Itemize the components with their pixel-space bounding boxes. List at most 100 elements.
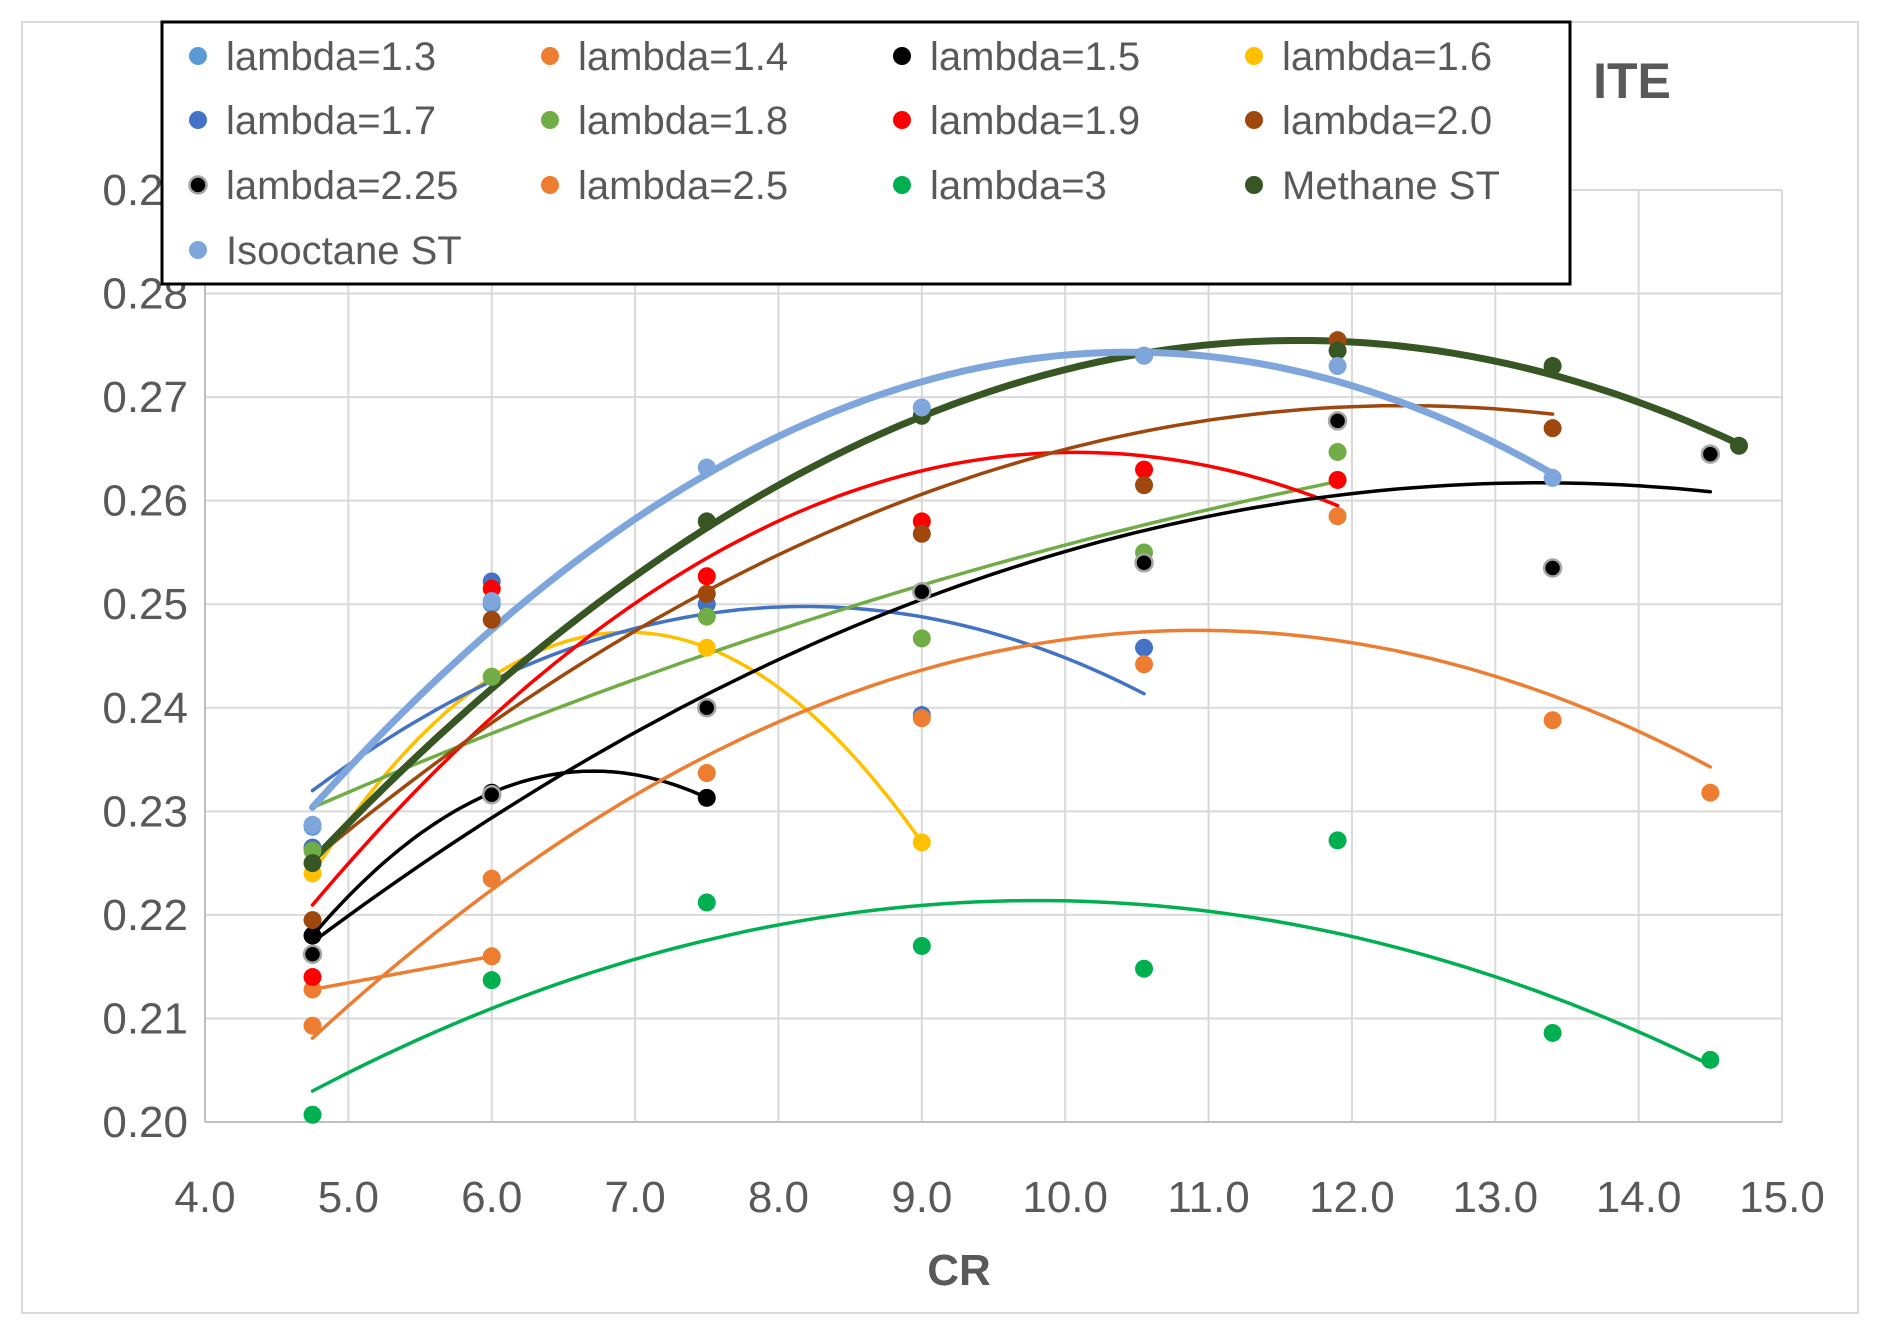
point-methane-st: [303, 854, 322, 873]
point-isooctane-st: [1328, 357, 1347, 376]
trendline-lambda-1-4: [310, 954, 494, 992]
legend-label-isooctane-st: Isooctane ST: [226, 229, 462, 273]
y-tick-label: 0.22: [102, 891, 188, 940]
point-lambda-3: [1701, 1050, 1720, 1069]
point-lambda-2-0: [912, 524, 931, 543]
point-lambda-3: [303, 1105, 322, 1124]
point-lambda-1-9: [1328, 470, 1347, 489]
point-lambda-1-8: [303, 841, 322, 860]
point-isooctane-st: [697, 458, 716, 477]
point-lambda-2-25: [1327, 411, 1348, 431]
x-tick-label: 9.0: [891, 1173, 952, 1222]
point-lambda-2-25: [912, 582, 932, 602]
legend-label-methane-st: Methane ST: [1282, 164, 1500, 208]
x-tick-label: 14.0: [1596, 1173, 1682, 1222]
point-lambda-2-5: [1135, 655, 1154, 674]
legend-label-lambda-1-9: lambda=1.9: [930, 99, 1140, 143]
point-lambda-1-9: [697, 567, 716, 586]
point-lambda-2-25: [1542, 558, 1563, 578]
point-lambda-1-9: [482, 579, 501, 598]
y-tick-label: 0.24: [102, 684, 188, 733]
x-tick-label: 6.0: [461, 1173, 522, 1222]
legend-marker-lambda-2-5: [541, 176, 559, 194]
point-lambda-2-25: [302, 944, 323, 964]
point-lambda-2-25: [1134, 553, 1154, 573]
trendline-lambda-2-5: [310, 628, 1713, 1040]
trendline-lambda-1-9: [310, 450, 1340, 907]
legend-label-lambda-1-5: lambda=1.5: [930, 35, 1140, 79]
point-lambda-2-5: [912, 709, 931, 728]
legend-marker-lambda-1-3: [189, 47, 207, 65]
point-lambda-2-0: [697, 584, 716, 603]
trendline-lambda-1-7: [310, 604, 1146, 793]
point-lambda-1-4: [482, 947, 501, 966]
point-lambda-3: [912, 936, 931, 955]
point-methane-st: [1328, 341, 1347, 360]
legend-label-lambda-1-3: lambda=1.3: [226, 35, 436, 79]
point-lambda-2-0: [303, 911, 322, 930]
point-isooctane-st: [912, 398, 931, 417]
y-tick-label: 0.23: [102, 787, 188, 836]
point-lambda-1-9: [912, 512, 931, 531]
x-tick-label: 11.0: [1167, 1173, 1249, 1222]
point-lambda-2-5: [1328, 507, 1347, 526]
point-lambda-1-6: [912, 833, 931, 852]
point-isooctane-st: [1135, 346, 1154, 365]
point-isooctane-st: [1543, 468, 1562, 487]
point-lambda-2-25: [1700, 444, 1721, 464]
point-lambda-2-5: [303, 1016, 322, 1035]
point-lambda-2-0: [1543, 419, 1562, 438]
legend-marker-lambda-1-5: [893, 47, 911, 65]
x-tick-label: 5.0: [318, 1173, 379, 1222]
point-isooctane-st: [303, 815, 322, 834]
axes: 4.0 5.0 6.0 7.0 8.0 9.0 10.0 11.0 12.0 13.0 14.0 15…: [102, 166, 1824, 1222]
point-lambda-3: [1543, 1023, 1562, 1042]
y-tick-label: 0.27: [102, 373, 188, 422]
legend-marker-lambda-1-7: [189, 111, 207, 129]
legend-label-lambda-1-4: lambda=1.4: [578, 35, 788, 79]
point-lambda-1-6: [697, 638, 716, 657]
point-lambda-1-9: [303, 968, 322, 987]
legend-label-lambda-1-6: lambda=1.6: [1282, 35, 1492, 79]
chart-title: ITE: [1593, 53, 1671, 109]
legend: lambda=1.3 lambda=1.4 lambda=1.5 lambda=1.6…: [160, 20, 1572, 286]
point-lambda-2-5: [1701, 783, 1720, 802]
point-lambda-3: [482, 971, 501, 990]
x-tick-label: 10.0: [1022, 1173, 1108, 1222]
legend-marker-lambda-1-4: [541, 47, 559, 65]
x-axis-title: CR: [927, 1246, 991, 1295]
point-lambda-2-0: [1135, 476, 1154, 495]
x-tick-label: 15.0: [1739, 1173, 1825, 1222]
legend-box: [160, 20, 1572, 286]
x-tick-label: 8.0: [748, 1173, 809, 1222]
y-tick-label: 0.25: [102, 580, 188, 629]
point-lambda-2-5: [1543, 711, 1562, 730]
point-lambda-1-8: [482, 667, 501, 686]
point-lambda-3: [1328, 831, 1347, 850]
trendline-methane-st: [309, 337, 1743, 864]
legend-marker-lambda-2-0: [1245, 111, 1263, 129]
point-lambda-2-25: [481, 785, 502, 805]
point-methane-st: [1729, 436, 1748, 455]
trendline-lambda-1-5: [310, 769, 709, 938]
legend-marker-lambda-1-6: [1245, 47, 1263, 65]
legend-marker-lambda-3: [893, 176, 911, 194]
legend-marker-lambda-2-25: [188, 175, 208, 195]
legend-marker-isooctane-st: [189, 241, 207, 259]
legend-marker-lambda-1-9: [893, 111, 911, 129]
y-tick-label: 0.21: [102, 994, 188, 1043]
legend-marker-methane-st: [1245, 176, 1263, 194]
point-lambda-1-8: [1328, 442, 1347, 461]
trendline-lambda-3: [310, 898, 1713, 1093]
point-lambda-1-5: [697, 788, 716, 807]
legend-label-lambda-1-8: lambda=1.8: [578, 99, 788, 143]
trendline-lambda-2-25: [310, 481, 1713, 944]
point-lambda-3: [1135, 959, 1154, 978]
point-methane-st: [1543, 357, 1562, 376]
point-lambda-2-0: [482, 610, 501, 629]
point-isooctane-st: [482, 592, 501, 611]
trendline-isooctane-st: [309, 348, 1557, 811]
legend-label-lambda-2-0: lambda=2.0: [1282, 99, 1492, 143]
x-tick-label: 13.0: [1452, 1173, 1538, 1222]
